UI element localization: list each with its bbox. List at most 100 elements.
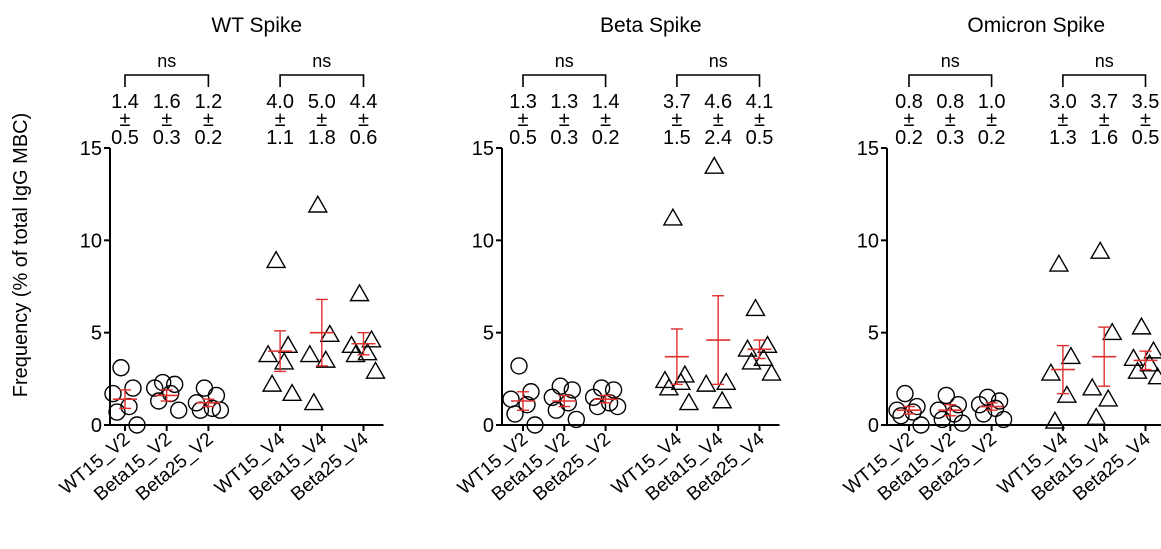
- plus-minus: ±: [120, 109, 131, 131]
- y-axis-label: Frequency (% of total IgG MBC): [10, 113, 32, 398]
- data-point-triangle: [1147, 366, 1161, 385]
- data-point-triangle: [281, 383, 303, 402]
- sd-label: 0.2: [895, 127, 923, 149]
- plus-minus: ±: [203, 109, 214, 131]
- y-tick-label: 5: [868, 323, 879, 345]
- data-point-triangle: [349, 283, 370, 302]
- data-point-triangle: [1085, 407, 1107, 426]
- mean-label: 1.4: [592, 91, 620, 113]
- data-point-triangle: [307, 194, 329, 213]
- data-point-triangle: [315, 349, 337, 368]
- y-tick-label: 5: [483, 323, 494, 345]
- data-point-triangle: [345, 344, 366, 363]
- data-point-triangle: [365, 361, 386, 379]
- chart-title: Beta Spike: [600, 14, 702, 37]
- data-point-triangle: [745, 298, 766, 317]
- data-point-circle: [970, 395, 989, 414]
- y-tick-label: 10: [80, 230, 102, 252]
- significance-label: ns: [1095, 51, 1114, 71]
- mean-label: 3.7: [663, 91, 691, 113]
- data-point-triangle: [1131, 316, 1152, 335]
- y-tick-label: 15: [472, 138, 494, 160]
- plus-minus: ±: [986, 109, 997, 131]
- data-point-triangle: [658, 377, 680, 396]
- chart-title: WT Spike: [211, 14, 302, 37]
- data-point-circle: [912, 416, 930, 434]
- sd-label: 0.3: [550, 127, 578, 149]
- plus-minus: ±: [600, 109, 611, 131]
- mean-label: 5.0: [308, 91, 336, 113]
- plus-minus: ±: [275, 109, 286, 131]
- plus-minus: ±: [713, 109, 724, 131]
- data-point-circle: [937, 386, 955, 405]
- significance-bracket: [124, 74, 210, 87]
- plus-minus: ±: [559, 109, 570, 131]
- data-point-triangle: [257, 344, 279, 363]
- significance-label: ns: [555, 51, 574, 71]
- data-point-triangle: [1089, 241, 1111, 259]
- data-point-circle: [518, 395, 536, 414]
- mean-label: 4.1: [746, 91, 774, 113]
- data-point-triangle: [303, 392, 325, 411]
- data-point-circle: [904, 403, 922, 421]
- data-point-circle: [510, 357, 528, 375]
- sd-label: 1.6: [1090, 127, 1118, 149]
- data-point-triangle: [761, 362, 782, 381]
- mean-label: 4.4: [350, 91, 378, 113]
- significance-label: ns: [312, 51, 331, 71]
- significance-label: ns: [157, 51, 176, 71]
- sd-label: 0.5: [1132, 127, 1160, 149]
- data-point-circle: [169, 401, 188, 419]
- data-point-triangle: [1056, 385, 1078, 403]
- significance-label: ns: [941, 51, 960, 71]
- sd-label: 2.4: [704, 127, 732, 149]
- sd-label: 0.2: [592, 127, 620, 149]
- sd-label: 0.3: [936, 127, 964, 149]
- data-point-circle: [547, 401, 565, 419]
- data-point-triangle: [711, 390, 733, 409]
- data-point-triangle: [1081, 377, 1103, 396]
- plus-minus: ±: [904, 109, 915, 131]
- data-point-circle: [128, 416, 146, 434]
- data-point-circle: [104, 384, 122, 403]
- data-point-circle: [994, 410, 1013, 429]
- data-point-triangle: [741, 351, 762, 370]
- sd-label: 0.5: [746, 127, 774, 149]
- sd-label: 1.8: [308, 127, 336, 149]
- y-tick-label: 15: [857, 138, 879, 160]
- mean-label: 1.2: [194, 91, 222, 113]
- panel-2: Beta Spike051015WT15_V21.3±0.5Beta15_V21…: [454, 14, 782, 505]
- plus-minus: ±: [1057, 109, 1068, 131]
- sd-label: 0.6: [350, 127, 378, 149]
- data-point-triangle: [299, 344, 321, 363]
- plus-minus: ±: [1099, 109, 1110, 131]
- sd-label: 0.3: [153, 127, 181, 149]
- significance-bracket: [522, 74, 607, 87]
- data-point-circle: [584, 388, 603, 406]
- data-point-triangle: [737, 338, 758, 357]
- y-tick-label: 10: [857, 230, 879, 252]
- plus-minus: ±: [945, 109, 956, 131]
- data-point-triangle: [1048, 253, 1070, 272]
- data-point-circle: [124, 379, 142, 397]
- sd-label: 0.5: [509, 127, 537, 149]
- significance-label: ns: [709, 51, 728, 71]
- data-point-triangle: [703, 156, 725, 174]
- mean-label: 0.8: [895, 91, 923, 113]
- chart-title: Omicron Spike: [967, 14, 1105, 37]
- data-point-triangle: [277, 335, 299, 354]
- data-point-circle: [108, 403, 126, 421]
- sd-label: 0.2: [978, 127, 1006, 149]
- data-point-circle: [563, 381, 581, 399]
- data-point-circle: [543, 388, 561, 406]
- data-point-circle: [604, 381, 623, 399]
- y-tick-label: 5: [91, 323, 102, 345]
- mean-label: 3.0: [1049, 91, 1077, 113]
- data-point-triangle: [1060, 346, 1082, 365]
- sd-label: 1.1: [266, 127, 294, 149]
- mean-label: 0.8: [936, 91, 964, 113]
- plus-minus: ±: [316, 109, 327, 131]
- significance-bracket: [279, 74, 365, 87]
- significance-bracket: [676, 74, 761, 87]
- mean-label: 1.0: [978, 91, 1006, 113]
